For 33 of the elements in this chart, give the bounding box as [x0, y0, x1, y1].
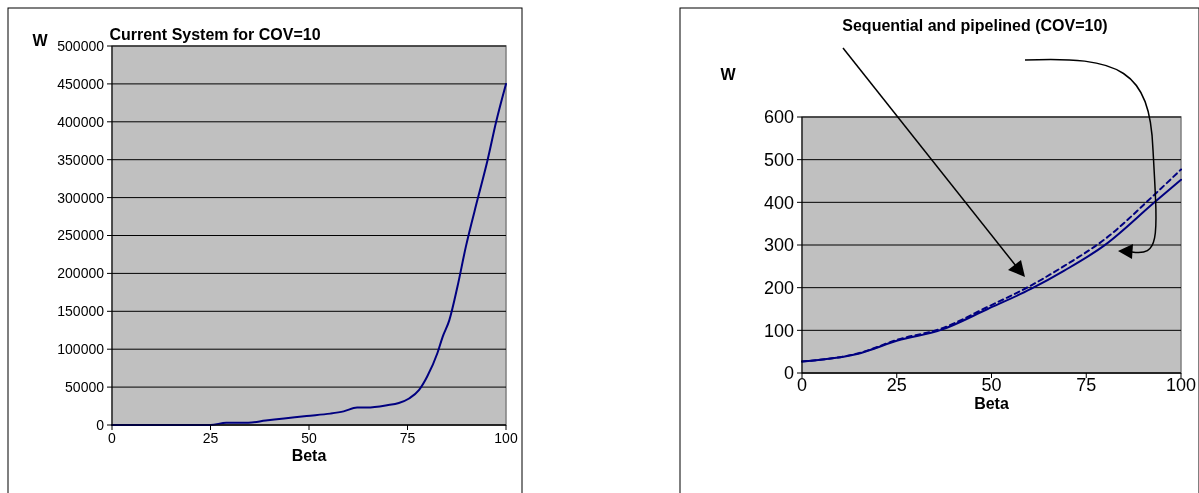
y-tick-label: 250000	[57, 227, 105, 244]
y-tick-label: 300	[763, 235, 794, 256]
x-tick-label: 0	[796, 375, 808, 395]
y-tick-label: 450000	[57, 75, 105, 92]
y-tick-label: 50000	[65, 379, 105, 395]
y-tick-label: 400	[763, 192, 794, 213]
y-tick-label: 0	[96, 416, 105, 433]
y-tick-label: 500	[763, 149, 794, 170]
x-axis-title: Beta	[974, 395, 1009, 412]
x-tick-label: 100	[1165, 375, 1197, 395]
chart-title: Current System for COV=10	[109, 26, 321, 43]
chart-title: Sequential and pipelined (COV=10)	[842, 17, 1108, 34]
y-tick-label: 300000	[57, 189, 105, 206]
y-tick-label: 200000	[57, 265, 105, 282]
x-tick-label: 75	[1076, 375, 1097, 395]
x-tick-label: 75	[399, 430, 416, 446]
x-tick-label: 100	[494, 430, 518, 446]
y-tick-label: 200	[763, 277, 794, 298]
y-tick-label: 150000	[57, 303, 105, 320]
x-tick-label: 25	[886, 375, 907, 395]
y-tick-label: 400000	[57, 113, 105, 130]
y-axis-title: W	[32, 32, 49, 49]
y-tick-label: 100000	[57, 341, 105, 358]
y-tick-label: 100	[763, 320, 794, 341]
x-tick-label: 50	[301, 430, 317, 446]
x-tick-label: 25	[202, 430, 219, 446]
y-axis-title: W	[720, 66, 737, 83]
y-tick-label: 600	[763, 107, 794, 128]
x-tick-label: 0	[108, 430, 117, 446]
y-tick-label: 350000	[57, 151, 105, 168]
x-axis-title: Beta	[291, 447, 327, 464]
x-tick-label: 50	[981, 375, 1002, 395]
y-tick-label: 500000	[57, 37, 105, 54]
